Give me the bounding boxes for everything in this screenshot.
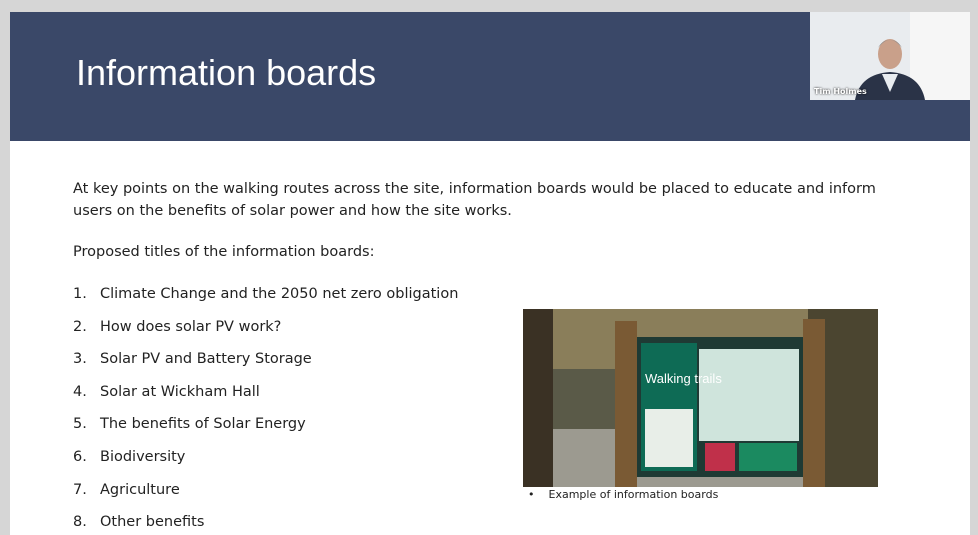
caption-text: Example of information boards <box>549 488 719 501</box>
list-item: 7.Agriculture <box>73 482 180 498</box>
item-text: Other benefits <box>100 514 204 530</box>
item-number: 6. <box>73 449 100 465</box>
video-thumbnail: Tim Holmes <box>810 12 970 100</box>
list-item: 4.Solar at Wickham Hall <box>73 384 260 400</box>
item-text: How does solar PV work? <box>100 319 281 335</box>
item-text: Solar at Wickham Hall <box>100 384 260 400</box>
item-text: Agriculture <box>100 482 180 498</box>
list-item: 8.Other benefits <box>73 514 204 530</box>
participant-name: Tim Holmes <box>814 87 867 96</box>
board-photo: Walking trails <box>523 309 878 487</box>
screen: Information boards At key points on the … <box>0 0 978 535</box>
item-number: 3. <box>73 351 100 367</box>
list-item: 2.How does solar PV work? <box>73 319 281 335</box>
item-number: 7. <box>73 482 100 498</box>
caption: • Example of information boards <box>528 488 732 501</box>
board-text: Walking trails <box>645 371 722 386</box>
item-number: 5. <box>73 416 100 432</box>
slide-title: Information boards <box>76 52 376 94</box>
item-text: Solar PV and Battery Storage <box>100 351 312 367</box>
item-number: 1. <box>73 286 100 302</box>
item-number: 2. <box>73 319 100 335</box>
subheading: Proposed titles of the information board… <box>73 244 374 260</box>
intro-text: At key points on the walking routes acro… <box>73 178 903 222</box>
caption-bullet: • <box>528 488 535 501</box>
item-text: The benefits of Solar Energy <box>100 416 306 432</box>
item-number: 4. <box>73 384 100 400</box>
list-item: 5.The benefits of Solar Energy <box>73 416 306 432</box>
list-item: 1.Climate Change and the 2050 net zero o… <box>73 286 458 302</box>
list-item: 3.Solar PV and Battery Storage <box>73 351 312 367</box>
item-number: 8. <box>73 514 100 530</box>
list-item: 6.Biodiversity <box>73 449 185 465</box>
item-text: Biodiversity <box>100 449 185 465</box>
item-text: Climate Change and the 2050 net zero obl… <box>100 286 458 302</box>
